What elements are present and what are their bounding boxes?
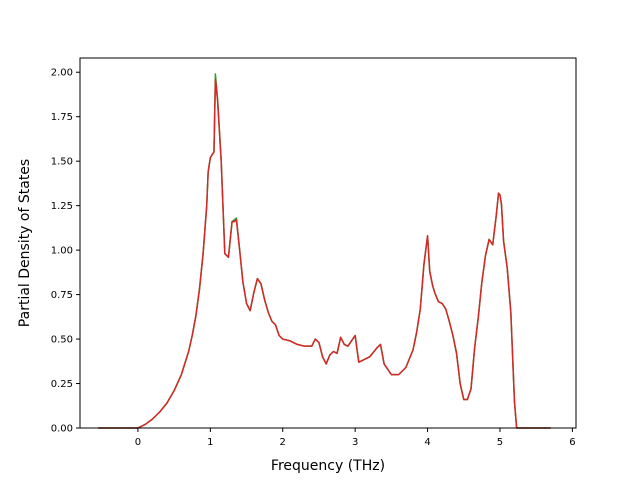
x-tick-label: 3 <box>352 437 358 448</box>
x-tick-label: 4 <box>424 437 430 448</box>
y-tick-label: 0.25 <box>51 379 73 390</box>
x-axis-label: Frequency (THz) <box>271 458 385 474</box>
plot-frame <box>79 57 577 429</box>
y-axis-label: Partial Density of States <box>17 159 33 327</box>
y-tick-label: 0.50 <box>51 335 73 346</box>
x-axis-ticks: 0 1 2 3 4 5 6 <box>135 428 576 448</box>
plot-lines <box>98 73 551 429</box>
x-tick-label: 1 <box>207 437 213 448</box>
series-line-0 <box>98 73 551 429</box>
y-tick-label: 2.00 <box>51 68 73 79</box>
y-tick-label: 0.00 <box>51 424 73 435</box>
series-line-1 <box>98 78 551 429</box>
y-tick-label: 1.00 <box>51 246 73 257</box>
x-tick-label: 0 <box>135 437 141 448</box>
y-axis-ticks: 0.00 0.25 0.50 0.75 1.00 1.25 1.50 1.75 2.00 <box>51 68 80 435</box>
y-tick-label: 1.75 <box>51 112 73 123</box>
y-tick-label: 1.50 <box>51 157 73 168</box>
y-tick-label: 1.25 <box>51 201 73 212</box>
x-tick-label: 5 <box>497 437 503 448</box>
x-tick-label: 2 <box>280 437 286 448</box>
y-tick-label: 0.75 <box>51 290 73 301</box>
x-tick-label: 6 <box>569 437 575 448</box>
